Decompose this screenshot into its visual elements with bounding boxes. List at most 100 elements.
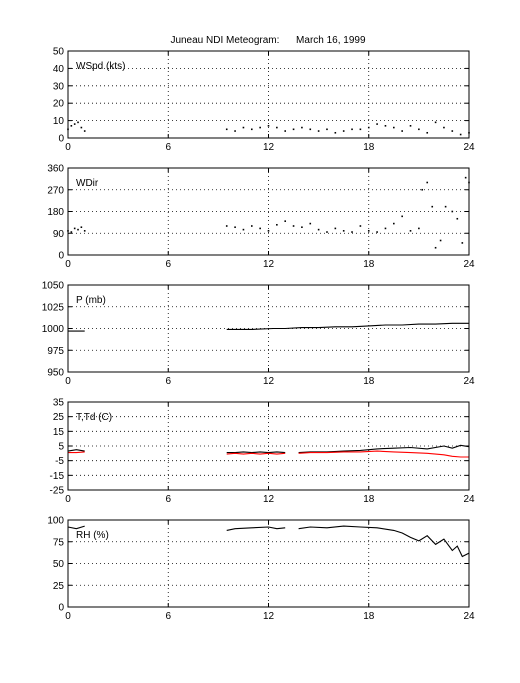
y-tick-label: -5 (55, 456, 64, 467)
data-point (73, 123, 76, 125)
data-point (334, 227, 337, 230)
x-tick-label: 0 (65, 259, 71, 270)
y-tick-label: 270 (47, 185, 64, 196)
data-point (461, 242, 464, 244)
panel-5: 0 6 12 18 24 0 25 50 75 100 RH (%) (47, 516, 475, 623)
data-point (434, 246, 437, 249)
y-tick-label: 30 (53, 81, 65, 92)
x-tick-label: 24 (463, 494, 475, 505)
x-tick-label: 18 (363, 611, 375, 622)
y-tick-label: 20 (53, 99, 65, 110)
data-point (342, 230, 345, 232)
data-point (418, 128, 420, 131)
data-point (234, 226, 236, 229)
data-point (225, 225, 228, 227)
series-line (67, 449, 85, 452)
y-tick-label: 100 (47, 516, 64, 527)
data-point (309, 128, 312, 131)
y-tick-label: 50 (53, 47, 65, 58)
data-point (80, 126, 83, 129)
x-tick-label: 6 (165, 142, 171, 153)
x-tick-label: 12 (263, 376, 275, 387)
data-point (326, 231, 328, 233)
y-tick-label: 90 (53, 229, 65, 240)
data-point (242, 228, 245, 231)
data-point (359, 128, 362, 131)
x-tick-label: 12 (263, 611, 275, 622)
data-point (384, 125, 387, 127)
data-point (351, 231, 353, 233)
data-point (317, 130, 320, 132)
data-point (309, 222, 312, 225)
y-tick-label: 360 (47, 164, 64, 175)
x-tick-label: 18 (363, 142, 375, 153)
x-tick-label: 18 (363, 376, 375, 387)
data-point (393, 222, 395, 225)
data-point (267, 230, 270, 232)
data-point (77, 228, 79, 231)
y-tick-label: 0 (58, 134, 64, 145)
data-point (250, 128, 253, 131)
y-tick-label: 1000 (42, 324, 65, 335)
data-point (317, 228, 320, 231)
y-tick-label: 0 (58, 603, 64, 614)
y-tick-label: 25 (53, 581, 65, 592)
data-point (421, 188, 424, 191)
data-point (376, 123, 378, 125)
data-point (284, 220, 287, 222)
data-point (234, 130, 236, 132)
data-point (393, 126, 395, 129)
data-point (439, 239, 442, 242)
panel-4: 0 6 12 18 24 -25 -15 -5 5 15 25 35 T,Td (C) (50, 398, 475, 506)
x-tick-label: 24 (463, 376, 475, 387)
data-point (367, 230, 370, 232)
data-point (326, 128, 328, 131)
x-tick-label: 18 (363, 494, 375, 505)
y-tick-label: 15 (53, 427, 65, 438)
y-tick-label: 975 (47, 346, 64, 357)
y-tick-label: 25 (53, 412, 65, 423)
series-line (298, 525, 470, 558)
data-point (259, 126, 261, 129)
data-point (83, 230, 86, 232)
data-point (250, 225, 253, 227)
data-point (301, 126, 303, 129)
data-point (444, 205, 447, 208)
series-line (226, 452, 286, 455)
data-point (464, 176, 467, 179)
x-tick-label: 12 (263, 259, 275, 270)
panel-2: 0 6 12 18 24 0 90 180 270 360 WDir (47, 164, 475, 271)
series-line (298, 444, 470, 454)
data-point (292, 225, 295, 227)
series-line (298, 450, 469, 458)
x-tick-label: 18 (363, 259, 375, 270)
panel-1: 0 6 12 18 24 0 10 20 30 40 50 WSpd (kts) (53, 47, 475, 154)
data-point (426, 131, 429, 134)
y-tick-label: 35 (53, 398, 65, 409)
data-point (225, 128, 228, 131)
data-point (459, 133, 462, 136)
data-point (434, 121, 437, 124)
data-point (418, 227, 420, 230)
series-line (226, 451, 286, 454)
x-tick-label: 6 (165, 494, 171, 505)
x-tick-label: 24 (463, 611, 475, 622)
data-point (73, 227, 76, 230)
data-point (451, 210, 454, 213)
data-point (376, 231, 378, 233)
data-point (284, 130, 287, 132)
y-tick-label: 10 (53, 116, 65, 127)
data-point (276, 223, 278, 226)
x-tick-label: 0 (65, 142, 71, 153)
y-tick-label: 5 (58, 442, 64, 453)
panel-label: P (mb) (76, 295, 106, 306)
x-tick-label: 6 (165, 611, 171, 622)
data-point (401, 215, 403, 218)
series-line (226, 322, 469, 330)
y-tick-label: -15 (50, 471, 65, 482)
data-point (259, 227, 261, 230)
data-point (70, 125, 73, 127)
y-tick-label: -25 (50, 486, 65, 497)
